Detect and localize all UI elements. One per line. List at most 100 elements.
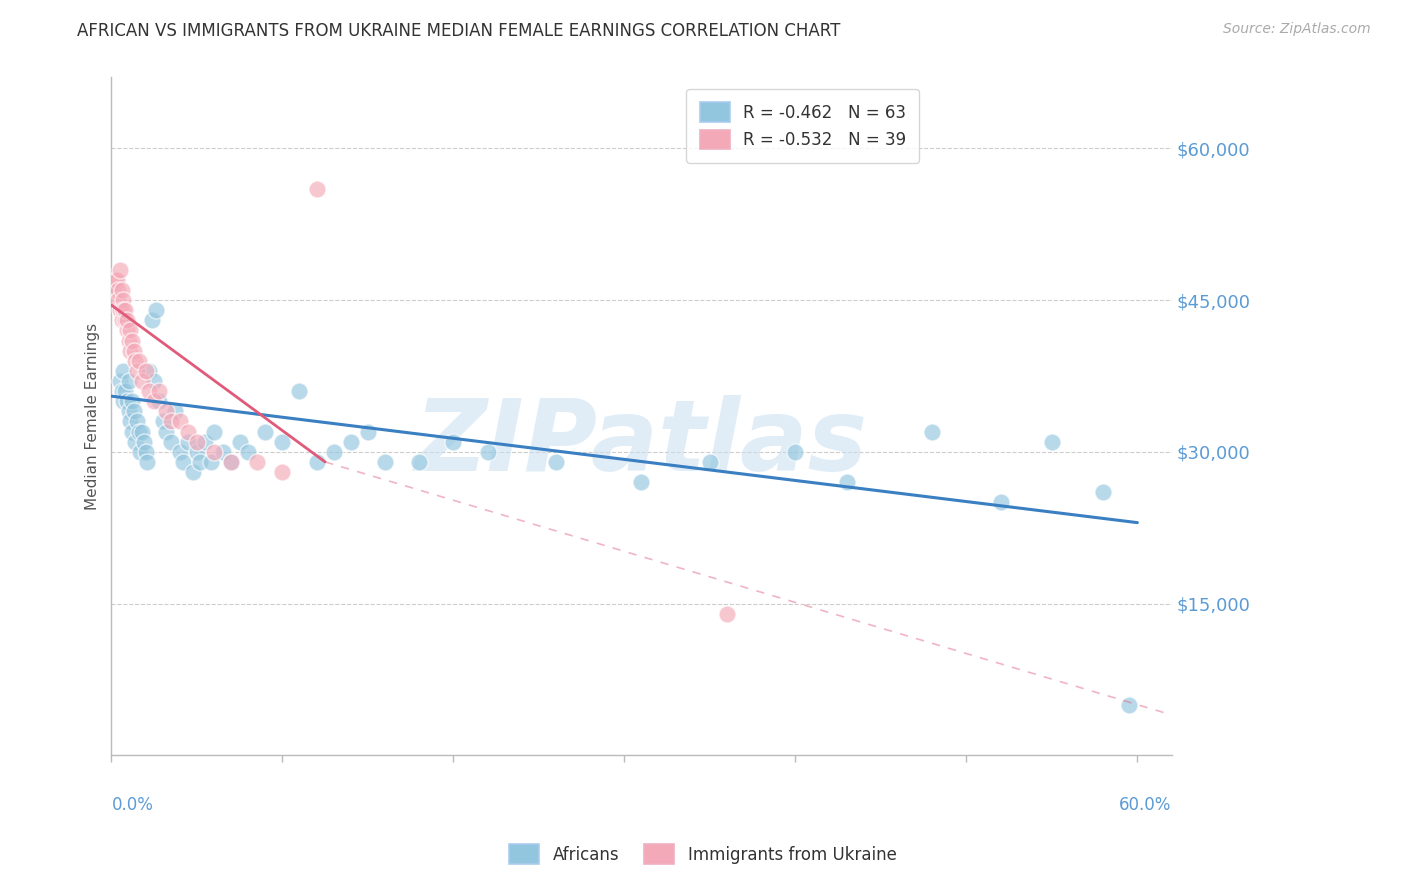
- Point: [921, 425, 943, 439]
- Point: [163, 404, 186, 418]
- Point: [124, 353, 146, 368]
- Point: [148, 394, 170, 409]
- Point: [169, 445, 191, 459]
- Point: [117, 334, 139, 348]
- Point: [105, 273, 128, 287]
- Point: [101, 283, 124, 297]
- Point: [177, 434, 200, 449]
- Point: [271, 434, 294, 449]
- Point: [115, 313, 138, 327]
- Text: Source: ZipAtlas.com: Source: ZipAtlas.com: [1223, 22, 1371, 37]
- Legend: R = -0.462   N = 63, R = -0.532   N = 39: R = -0.462 N = 63, R = -0.532 N = 39: [686, 89, 920, 162]
- Point: [115, 323, 138, 337]
- Point: [107, 283, 129, 297]
- Point: [125, 414, 148, 428]
- Point: [155, 404, 177, 418]
- Point: [112, 364, 135, 378]
- Point: [305, 182, 328, 196]
- Point: [155, 425, 177, 439]
- Point: [202, 445, 225, 459]
- Point: [186, 445, 208, 459]
- Point: [143, 394, 166, 409]
- Point: [322, 445, 344, 459]
- Point: [271, 465, 294, 479]
- Point: [238, 445, 260, 459]
- Point: [104, 273, 127, 287]
- Point: [219, 455, 242, 469]
- Point: [1092, 485, 1115, 500]
- Point: [112, 303, 135, 318]
- Point: [114, 303, 136, 318]
- Point: [111, 283, 134, 297]
- Text: 60.0%: 60.0%: [1119, 796, 1171, 814]
- Point: [108, 262, 131, 277]
- Point: [128, 353, 150, 368]
- Point: [112, 293, 135, 307]
- Point: [115, 394, 138, 409]
- Point: [111, 313, 134, 327]
- Point: [143, 374, 166, 388]
- Point: [202, 425, 225, 439]
- Point: [117, 404, 139, 418]
- Point: [152, 414, 174, 428]
- Point: [145, 303, 167, 318]
- Point: [544, 455, 567, 469]
- Y-axis label: Median Female Earnings: Median Female Earnings: [86, 323, 100, 510]
- Point: [183, 465, 205, 479]
- Point: [135, 364, 157, 378]
- Point: [121, 425, 143, 439]
- Point: [138, 384, 160, 398]
- Point: [246, 455, 269, 469]
- Point: [228, 434, 250, 449]
- Point: [128, 425, 150, 439]
- Point: [441, 434, 464, 449]
- Point: [120, 414, 142, 428]
- Point: [120, 323, 142, 337]
- Point: [699, 455, 721, 469]
- Point: [211, 445, 233, 459]
- Point: [122, 343, 145, 358]
- Point: [111, 384, 134, 398]
- Point: [305, 455, 328, 469]
- Point: [630, 475, 652, 490]
- Point: [117, 374, 139, 388]
- Point: [219, 455, 242, 469]
- Point: [141, 313, 163, 327]
- Point: [374, 455, 396, 469]
- Point: [108, 374, 131, 388]
- Point: [716, 607, 738, 621]
- Point: [131, 374, 153, 388]
- Point: [177, 425, 200, 439]
- Point: [135, 445, 157, 459]
- Point: [339, 434, 361, 449]
- Point: [148, 384, 170, 398]
- Point: [122, 404, 145, 418]
- Legend: Africans, Immigrants from Ukraine: Africans, Immigrants from Ukraine: [503, 838, 903, 871]
- Point: [125, 364, 148, 378]
- Point: [357, 425, 380, 439]
- Point: [160, 414, 183, 428]
- Point: [124, 434, 146, 449]
- Point: [172, 455, 194, 469]
- Point: [835, 475, 858, 490]
- Point: [112, 394, 135, 409]
- Point: [114, 313, 136, 327]
- Point: [169, 414, 191, 428]
- Point: [132, 434, 155, 449]
- Point: [288, 384, 311, 398]
- Point: [477, 445, 499, 459]
- Point: [188, 455, 211, 469]
- Point: [120, 343, 142, 358]
- Point: [990, 495, 1012, 509]
- Point: [1118, 698, 1140, 712]
- Point: [138, 364, 160, 378]
- Point: [121, 394, 143, 409]
- Point: [1040, 434, 1063, 449]
- Point: [136, 455, 159, 469]
- Point: [131, 425, 153, 439]
- Point: [194, 434, 217, 449]
- Point: [129, 445, 152, 459]
- Point: [121, 334, 143, 348]
- Text: 0.0%: 0.0%: [111, 796, 153, 814]
- Point: [107, 293, 129, 307]
